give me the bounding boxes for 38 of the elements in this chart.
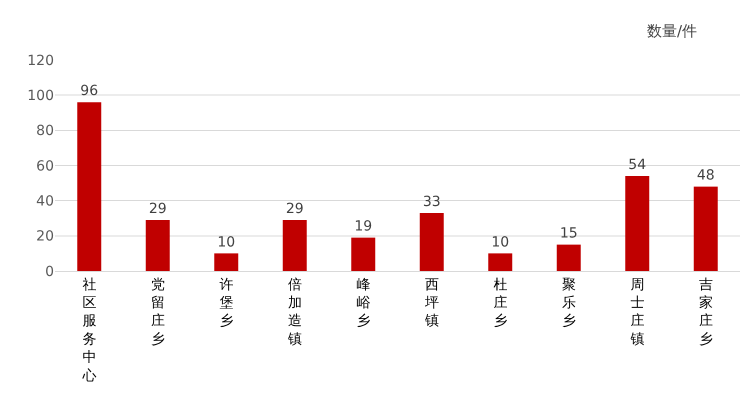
x-tick-label: 倍加造镇 [286, 276, 302, 348]
data-label: 96 [80, 83, 98, 100]
x-tick-label: 党留庄乡 [150, 276, 165, 348]
bar [146, 220, 170, 271]
y-tick-label: 100 [27, 88, 54, 104]
x-tick-label: 西坪镇 [424, 276, 439, 330]
y-tick-label: 20 [36, 228, 54, 245]
x-tick-label: 吉家庄乡 [698, 276, 713, 348]
x-tick-label: 许堡乡 [219, 276, 234, 330]
data-label: 48 [696, 168, 715, 184]
y-tick-label: 120 [27, 52, 54, 69]
bar [488, 253, 512, 271]
data-label: 29 [286, 201, 304, 218]
x-tick-label: 社区服务中心 [81, 276, 96, 384]
data-label: 10 [491, 234, 510, 250]
bar [282, 220, 307, 271]
bar [214, 253, 238, 271]
data-label: 33 [422, 194, 441, 210]
x-tick-label: 聚乐乡 [562, 276, 576, 330]
bar [694, 186, 718, 271]
y-tick-label: 40 [36, 194, 54, 210]
bar [420, 212, 444, 271]
x-tick-label: 杜庄乡 [493, 276, 508, 330]
x-tick-label: 峰峪乡 [356, 276, 370, 330]
x-tick-label: 周士庄镇 [629, 276, 644, 348]
y-tick-label: 60 [36, 158, 54, 174]
data-label: 19 [354, 218, 372, 235]
y-tick-label: 0 [45, 264, 54, 280]
bar [556, 244, 581, 271]
data-label: 15 [560, 226, 578, 242]
bar [625, 176, 650, 271]
bar [351, 238, 376, 271]
data-label: 29 [148, 201, 167, 218]
y-tick-label: 80 [36, 123, 54, 140]
y-axis-title: 数量/件 [647, 22, 698, 40]
data-label: 10 [217, 234, 236, 250]
bar [77, 102, 102, 271]
data-label: 54 [628, 157, 646, 174]
